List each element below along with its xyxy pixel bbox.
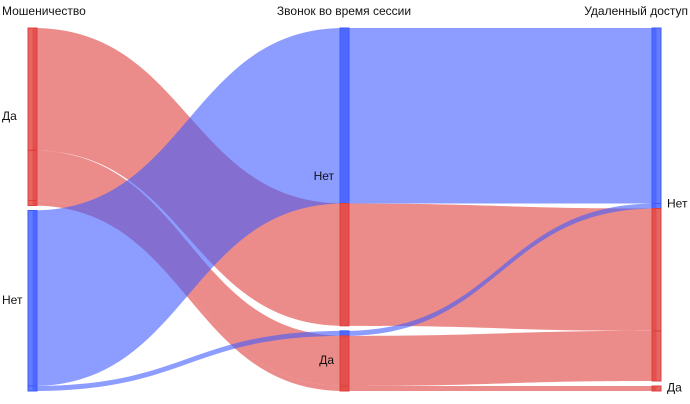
category-label: Нет <box>667 197 688 211</box>
dimension-label: Мошеничество <box>2 4 86 18</box>
ribbon <box>32 28 657 331</box>
category-label: Нет <box>2 293 23 307</box>
category-bar-segment <box>27 199 38 206</box>
category-bar-segment <box>339 330 350 337</box>
category-bar-segment <box>27 385 38 392</box>
category-bar-segment <box>651 27 662 204</box>
category-bar-segment <box>651 208 662 332</box>
category-label: Нет <box>314 169 335 183</box>
category-bar-segment <box>651 330 662 382</box>
dimension-label: Звонок во время сессии <box>277 4 411 18</box>
category-bar-segment <box>339 385 350 392</box>
ribbon <box>32 28 657 386</box>
category-bar-segment <box>27 209 38 387</box>
dimension-label: Удаленный доступ <box>584 4 688 18</box>
category-bar-segment <box>651 385 662 392</box>
category-bar-segment <box>27 27 38 151</box>
category-label: Да <box>2 109 17 123</box>
category-bar-segment <box>339 27 350 204</box>
category-bar-segment <box>339 202 350 327</box>
category-label: Да <box>319 353 334 367</box>
category-label: Да <box>667 381 682 395</box>
category-bar-segment <box>339 335 350 387</box>
category-bar-segment <box>651 202 662 210</box>
category-bar-segment <box>27 149 38 201</box>
